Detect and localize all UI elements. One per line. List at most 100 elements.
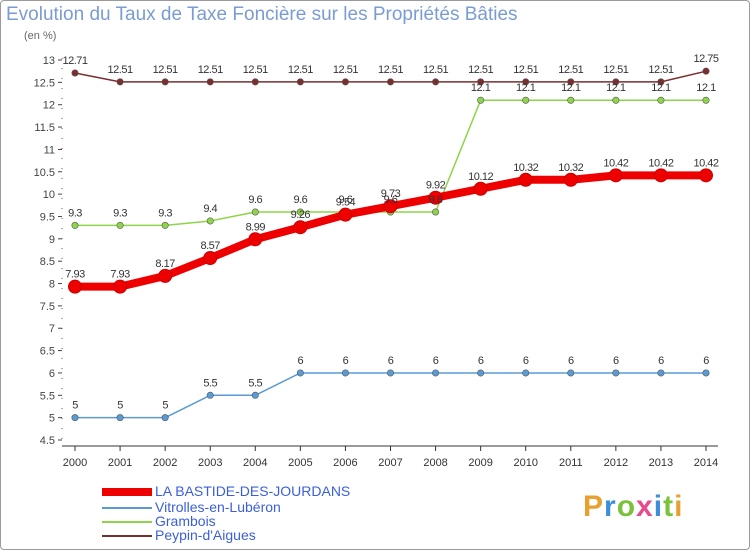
data-point	[432, 369, 440, 377]
data-point	[477, 96, 485, 104]
data-label: 8.99	[246, 221, 266, 233]
data-point	[296, 208, 304, 216]
data-label: 12.51	[153, 64, 178, 76]
data-label: 5	[162, 400, 168, 412]
data-label: 7.93	[110, 269, 130, 281]
data-point	[251, 78, 259, 86]
y-tick-label: 12	[43, 100, 55, 112]
data-label: 6	[703, 355, 709, 367]
y-tick-label: 8	[49, 279, 55, 291]
legend-label: Vitrolles-en-Lubéron	[155, 499, 281, 515]
logo-letter: i	[674, 490, 684, 523]
data-point	[612, 78, 620, 86]
logo-letter: t	[663, 490, 675, 523]
x-tick-label: 2011	[559, 457, 583, 469]
data-point	[477, 369, 485, 377]
data-point	[383, 199, 398, 214]
logo-letter: x	[636, 490, 654, 523]
data-label: 10.42	[648, 157, 673, 169]
data-point	[296, 78, 304, 86]
data-point	[563, 172, 578, 187]
y-tick-label: 13	[43, 55, 55, 67]
logo-letter: o	[616, 490, 637, 523]
y-tick-label: 4.5	[40, 435, 55, 447]
data-label: 9.6	[384, 194, 398, 206]
y-tick-label: 8.5	[40, 256, 55, 268]
x-tick-label: 2010	[513, 457, 537, 469]
proxiti-logo: Proxiti	[583, 490, 683, 524]
data-point	[657, 96, 665, 104]
data-label: 9.6	[339, 194, 353, 206]
y-tick-label: 9.5	[40, 211, 55, 223]
data-label: 12.51	[108, 64, 133, 76]
data-label: 12.51	[243, 64, 268, 76]
data-label: 12.1	[696, 82, 716, 94]
data-label: 9.92	[426, 180, 446, 192]
data-label: 10.42	[693, 157, 718, 169]
data-point	[206, 391, 214, 399]
data-label: 6	[298, 355, 304, 367]
data-label: 6	[388, 355, 394, 367]
data-point	[567, 369, 575, 377]
x-tick-label: 2004	[243, 457, 267, 469]
data-label: 9.73	[381, 188, 401, 200]
data-label: 12.1	[516, 82, 536, 94]
data-label: 9.6	[248, 194, 262, 206]
data-label: 6	[478, 355, 484, 367]
data-point	[699, 168, 713, 183]
data-point	[206, 78, 214, 86]
data-label: 6	[343, 355, 349, 367]
data-point	[702, 67, 710, 75]
data-point	[518, 172, 533, 187]
data-point	[432, 78, 440, 86]
data-label: 6	[658, 355, 664, 367]
data-point	[432, 208, 440, 216]
x-tick-label: 2013	[649, 457, 673, 469]
legend-label: Grambois	[155, 513, 216, 529]
data-point	[161, 221, 169, 229]
logo-letter: r	[604, 490, 617, 523]
y-tick-label: 5	[49, 413, 55, 425]
data-label: 12.51	[558, 64, 583, 76]
data-point	[113, 279, 128, 294]
y-tick-label: 10.5	[34, 167, 55, 179]
data-label: 12.51	[423, 64, 448, 76]
data-label: 6	[613, 355, 619, 367]
data-point	[71, 221, 79, 229]
y-tick-label: 11	[44, 144, 55, 156]
chart-title: Evolution du Taux de Taxe Foncière sur l…	[6, 4, 518, 25]
x-tick-label: 2005	[288, 457, 312, 469]
data-label: 12.51	[648, 64, 673, 76]
x-tick-label: 2009	[468, 457, 492, 469]
data-point	[702, 369, 710, 377]
legend-label: LA BASTIDE-DES-JOURDANS	[155, 483, 351, 499]
data-label: 12.51	[603, 64, 628, 76]
data-point	[522, 96, 530, 104]
data-label: 12.71	[62, 55, 87, 67]
data-label: 9.3	[113, 207, 127, 219]
data-label: 9.4	[203, 203, 217, 215]
data-point	[203, 251, 218, 266]
data-label: 9.54	[336, 197, 356, 209]
data-label: 12.51	[198, 64, 223, 76]
data-label: 12.75	[693, 53, 718, 65]
y-tick-label: 5.5	[40, 390, 55, 402]
data-label: 6	[433, 355, 439, 367]
data-point	[612, 369, 620, 377]
data-label: 10.42	[603, 157, 628, 169]
data-point	[477, 78, 485, 86]
data-point	[251, 391, 259, 399]
logo-letter: P	[583, 490, 605, 523]
x-tick-label: 2006	[333, 457, 357, 469]
x-tick-label: 2012	[604, 457, 628, 469]
x-tick-label: 2001	[108, 457, 132, 469]
data-label: 7.93	[65, 269, 85, 281]
y-tick-label: 6.5	[40, 346, 55, 358]
data-label: 12.1	[471, 82, 491, 94]
unit-label: (en %)	[24, 30, 57, 42]
data-label: 12.51	[333, 64, 358, 76]
data-point	[338, 207, 353, 222]
data-label: 5.5	[248, 377, 262, 389]
data-point	[657, 369, 665, 377]
y-tick-label: 9	[49, 234, 55, 246]
